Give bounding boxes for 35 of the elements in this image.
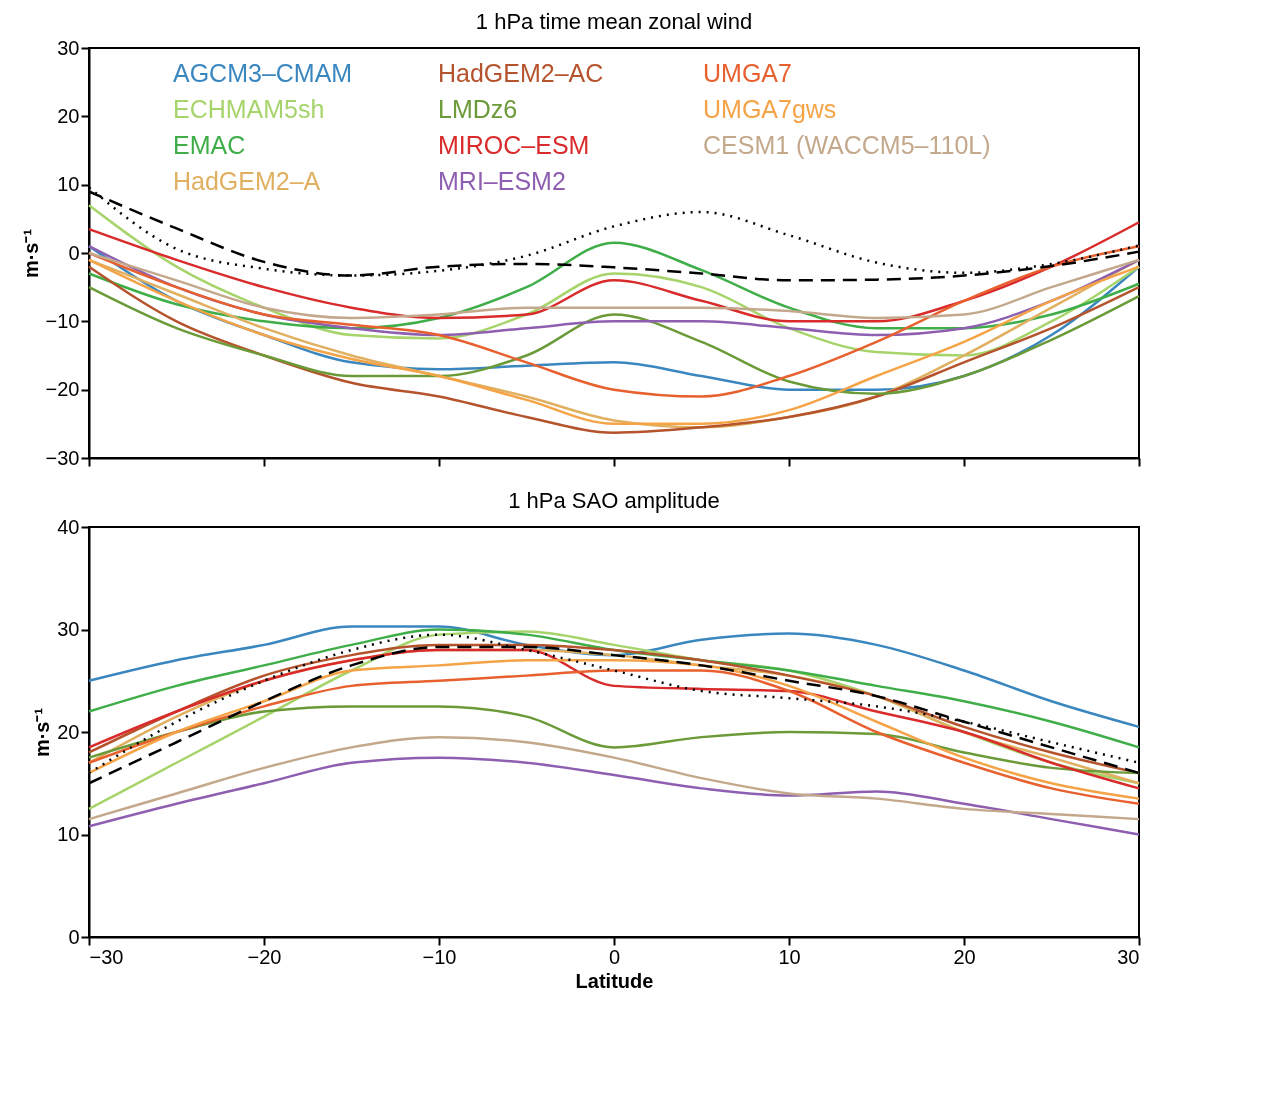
y-axis-title: m·s⁻¹ xyxy=(31,707,54,758)
y-tick-label: −30 xyxy=(45,446,80,469)
x-tick-label: −20 xyxy=(247,945,282,968)
text: MIROC–ESM xyxy=(438,131,590,159)
text: MRI–ESM2 xyxy=(438,167,566,195)
y-tick-label: −10 xyxy=(45,309,80,332)
y-tick-label: 0 xyxy=(68,925,80,948)
y-tick-label: 10 xyxy=(57,173,80,196)
y-tick-label: 30 xyxy=(57,618,80,640)
text: UMGA7gws xyxy=(703,95,837,123)
x-tick-label: −10 xyxy=(422,945,457,968)
text: ECHMAM5sh xyxy=(173,95,325,123)
x-tick-label: 20 xyxy=(953,945,976,968)
chart-title: 1 hPa SAO amplitude xyxy=(508,488,720,513)
y-tick-label: 0 xyxy=(68,241,80,264)
y-tick-label: 40 xyxy=(57,515,80,538)
text: HadGEM2–AC xyxy=(438,59,604,87)
text: AGCM3–CMAM xyxy=(173,59,353,87)
y-tick-label: 10 xyxy=(57,823,80,845)
x-tick-label: 10 xyxy=(778,945,801,968)
chart-title: 1 hPa time mean zonal wind xyxy=(475,9,753,34)
y-tick-label: −20 xyxy=(45,378,80,401)
y-axis-title: m·s⁻¹ xyxy=(19,228,42,279)
text: CESM1 (WACCM5–110L) xyxy=(703,131,991,159)
x-axis-title: Latitude xyxy=(575,969,654,992)
x-tick-label: −30 xyxy=(89,945,124,968)
y-tick-label: 30 xyxy=(57,36,80,59)
y-tick-label: 20 xyxy=(57,720,80,743)
x-tick-label: 0 xyxy=(608,945,621,968)
text: UMGA7 xyxy=(703,59,792,87)
x-tick-label: 30 xyxy=(1117,945,1140,968)
text: HadGEM2–A xyxy=(173,167,321,195)
text: EMAC xyxy=(173,131,246,159)
y-tick-label: 20 xyxy=(57,104,80,127)
text: LMDz6 xyxy=(438,95,518,123)
